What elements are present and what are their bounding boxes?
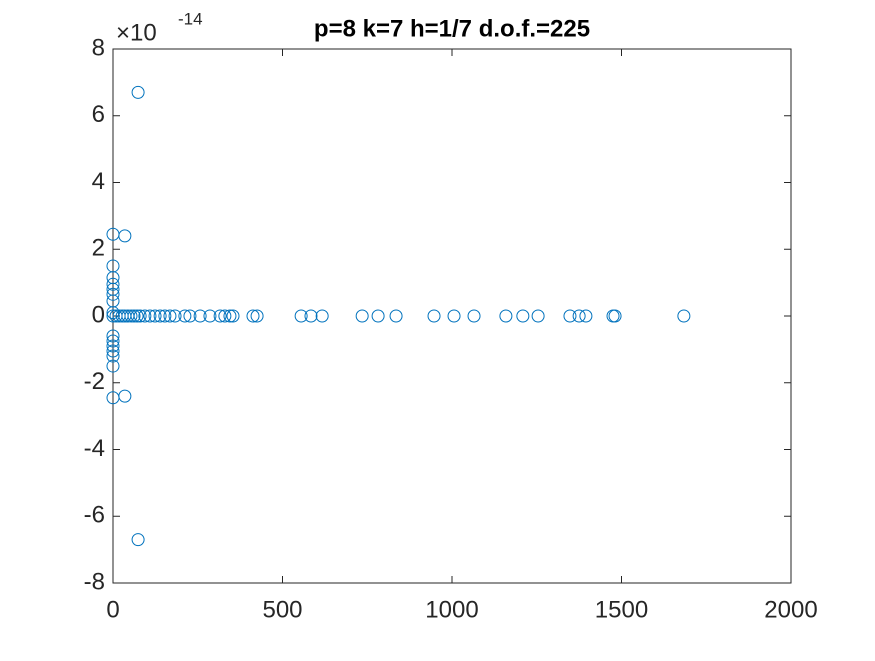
point — [138, 309, 152, 323]
point — [467, 309, 481, 323]
point — [371, 309, 385, 323]
point — [131, 533, 145, 547]
point — [203, 309, 217, 323]
point — [158, 309, 172, 323]
chart-title: p=8 k=7 h=1/7 d.o.f.=225 — [314, 15, 590, 42]
point — [183, 309, 197, 323]
point — [106, 329, 120, 343]
point — [148, 309, 162, 323]
point — [106, 306, 120, 320]
point — [106, 344, 120, 358]
point — [106, 391, 120, 405]
point — [304, 309, 318, 323]
point — [106, 339, 120, 353]
point — [226, 309, 240, 323]
x-tick-label: 1500 — [595, 596, 648, 623]
y-exponent-base: ×10 — [116, 19, 157, 46]
point — [246, 309, 260, 323]
point — [106, 334, 120, 348]
point — [531, 309, 545, 323]
point — [131, 85, 145, 99]
y-tick-label: 4 — [92, 168, 105, 195]
y-tick-label: 8 — [92, 34, 105, 61]
point — [106, 359, 120, 373]
point — [389, 309, 403, 323]
point — [213, 309, 227, 323]
point — [516, 309, 530, 323]
point — [153, 309, 167, 323]
point — [608, 309, 622, 323]
point — [133, 309, 147, 323]
point — [124, 309, 138, 323]
point — [106, 287, 120, 301]
y-tick-label: 2 — [92, 235, 105, 262]
y-tick-label: -6 — [84, 502, 105, 529]
y-tick-label: -4 — [84, 435, 105, 462]
point — [163, 309, 177, 323]
point — [106, 277, 120, 291]
point — [447, 309, 461, 323]
point — [499, 309, 513, 323]
point — [218, 309, 232, 323]
point — [130, 309, 144, 323]
x-tick-label: 0 — [106, 596, 119, 623]
point — [193, 309, 207, 323]
point — [127, 309, 141, 323]
point — [563, 309, 577, 323]
point — [223, 309, 237, 323]
point — [315, 309, 329, 323]
point — [168, 309, 182, 323]
y-tick-label: 0 — [92, 301, 105, 328]
point — [355, 309, 369, 323]
point — [677, 309, 691, 323]
point — [427, 309, 441, 323]
y-tick-label: -2 — [84, 368, 105, 395]
x-tick-label: 1000 — [425, 596, 478, 623]
point — [118, 229, 132, 243]
point — [250, 309, 264, 323]
y-exponent: -14 — [178, 9, 203, 28]
point — [178, 309, 192, 323]
y-tick-label: 6 — [92, 101, 105, 128]
x-tick-label: 500 — [262, 596, 302, 623]
point — [572, 309, 586, 323]
point — [106, 349, 120, 363]
y-tick-label: -8 — [84, 568, 105, 595]
x-tick-label: 2000 — [764, 596, 817, 623]
point — [294, 309, 308, 323]
point — [143, 309, 157, 323]
point — [579, 309, 593, 323]
plot-area — [112, 48, 792, 584]
